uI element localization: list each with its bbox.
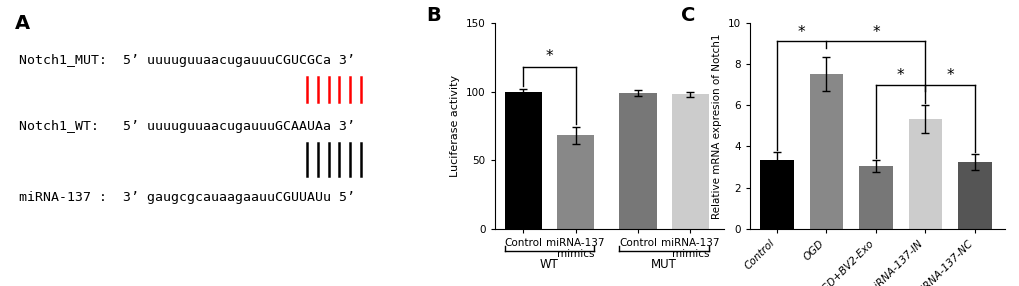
Text: *: *	[797, 25, 805, 40]
Text: WT: WT	[539, 258, 558, 271]
Y-axis label: Luciferase activity: Luciferase activity	[450, 75, 460, 177]
Text: *: *	[896, 68, 904, 83]
Text: *: *	[871, 25, 879, 40]
Text: MUT: MUT	[651, 258, 677, 271]
Bar	[556, 136, 594, 229]
Text: C: C	[681, 6, 695, 25]
Bar	[809, 74, 843, 229]
Text: miRNA-137 :  3’ gaugcgcauaagaauuCGUUAUu 5’: miRNA-137 : 3’ gaugcgcauaagaauuCGUUAUu 5…	[19, 191, 356, 204]
Text: *: *	[946, 68, 953, 83]
Text: Notch1_WT:   5’ uuuuguuaacugauuuGCAAUAa 3’: Notch1_WT: 5’ uuuuguuaacugauuuGCAAUAa 3’	[19, 120, 356, 133]
Bar	[908, 119, 942, 229]
Bar	[858, 166, 892, 229]
Text: *: *	[545, 49, 552, 64]
Y-axis label: Relative mRNA expresion of Notch1: Relative mRNA expresion of Notch1	[711, 33, 721, 219]
Bar	[504, 92, 542, 229]
Bar	[671, 94, 708, 229]
Bar	[759, 160, 793, 229]
Text: Notch1_MUT:  5’ uuuuguuaacugauuuCGUCGCa 3’: Notch1_MUT: 5’ uuuuguuaacugauuuCGUCGCa 3…	[19, 54, 356, 67]
Bar	[957, 162, 990, 229]
Text: B: B	[426, 6, 440, 25]
Bar	[619, 93, 656, 229]
Text: A: A	[15, 14, 30, 33]
